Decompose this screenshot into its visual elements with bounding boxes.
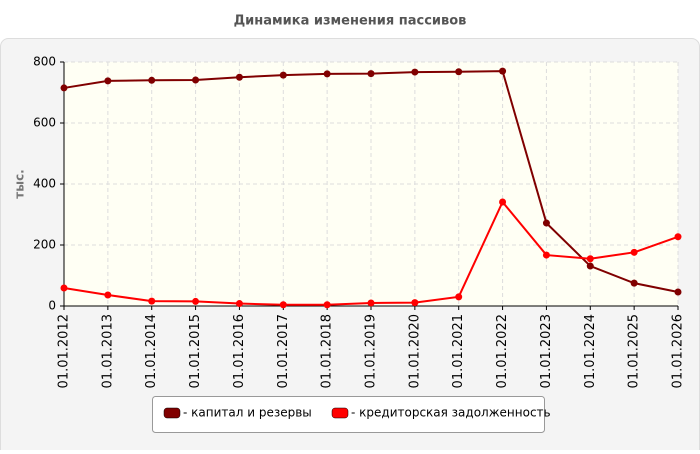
data-point <box>235 73 243 81</box>
x-tick-label: 01.01.2023 <box>539 314 554 388</box>
x-tick-label: 01.01.2024 <box>583 314 598 388</box>
data-point <box>542 251 550 259</box>
x-tick-label: 01.01.2018 <box>320 314 335 388</box>
y-tick-label: 0 <box>48 299 56 313</box>
data-point <box>279 301 287 309</box>
data-point <box>104 291 112 299</box>
data-point <box>148 297 156 305</box>
data-point <box>411 68 419 76</box>
data-point <box>323 301 331 309</box>
y-tick-label: 400 <box>33 177 56 191</box>
y-axis-label: тыс. <box>13 169 27 198</box>
data-point <box>630 279 638 287</box>
legend-swatch <box>331 407 349 419</box>
data-point <box>104 77 112 85</box>
data-point <box>499 198 507 206</box>
x-tick-label: 01.01.2021 <box>451 314 466 388</box>
chart-title: Динамика изменения пассивов <box>234 14 467 29</box>
data-point <box>367 299 375 307</box>
data-point <box>411 299 419 307</box>
legend-box <box>152 396 545 433</box>
x-tick-label: 01.01.2015 <box>188 314 203 388</box>
data-point <box>60 84 68 92</box>
x-tick-label: 01.01.2013 <box>100 314 115 388</box>
y-tick-label: 800 <box>33 55 56 69</box>
x-tick-label: 01.01.2026 <box>671 314 686 388</box>
data-point <box>148 76 156 84</box>
x-tick-label: 01.01.2019 <box>364 314 379 388</box>
data-point <box>367 70 375 78</box>
x-tick-label: 01.01.2020 <box>407 314 422 388</box>
data-point <box>455 68 463 76</box>
data-point <box>279 71 287 79</box>
x-tick-label: 01.01.2017 <box>276 314 291 388</box>
data-point <box>674 233 682 241</box>
data-point <box>235 300 243 308</box>
data-point <box>60 284 68 292</box>
x-tick-label: 01.01.2012 <box>57 314 72 388</box>
data-point <box>630 248 638 256</box>
data-point <box>192 76 200 84</box>
x-tick-label: 01.01.2022 <box>495 314 510 388</box>
legend-label: - кредиторская задолженность <box>351 406 551 420</box>
data-point <box>192 297 200 305</box>
data-point <box>586 255 594 263</box>
x-tick-label: 01.01.2025 <box>627 314 642 388</box>
x-tick-label: 01.01.2016 <box>232 314 247 388</box>
data-point <box>323 70 331 78</box>
data-point <box>499 67 507 75</box>
legend-label: - капитал и резервы <box>183 406 312 420</box>
data-point <box>586 262 594 270</box>
x-tick-label: 01.01.2014 <box>144 314 159 388</box>
data-point <box>455 293 463 301</box>
data-point <box>674 288 682 296</box>
legend-swatch <box>163 407 181 419</box>
y-tick-label: 600 <box>33 116 56 130</box>
y-tick-label: 200 <box>33 238 56 252</box>
data-point <box>542 219 550 227</box>
